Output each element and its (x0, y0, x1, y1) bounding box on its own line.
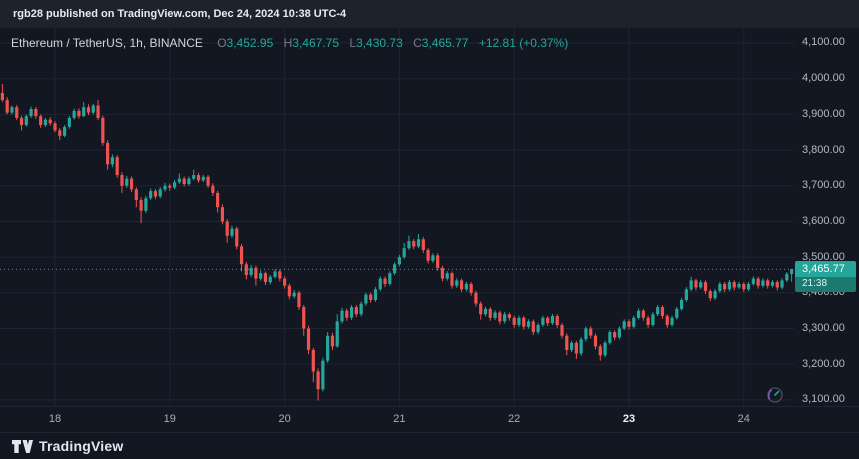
time-tick-label: 18 (48, 413, 62, 425)
close-value: 3,465.77 (421, 36, 469, 50)
open-label: O (217, 36, 227, 50)
price-tick-label: 3,800.00 (802, 143, 845, 156)
time-tick-label: 22 (508, 413, 521, 425)
candlestick-chart[interactable] (0, 28, 794, 406)
current-price-label: 3,465.77 (795, 260, 856, 277)
time-tick-label: 23 (622, 413, 636, 425)
attribution-text: rgb28 published on TradingView.com, Dec … (13, 8, 347, 20)
price-tick-label: 4,100.00 (802, 36, 845, 49)
time-tick-label: 21 (393, 413, 406, 425)
gauge-icon[interactable] (766, 386, 784, 404)
low-label: L (349, 36, 357, 50)
tradingview-logo[interactable]: TradingView (12, 438, 123, 454)
ohlc-header: Ethereum / TetherUS, 1h, BINANCE O3,452.… (11, 36, 568, 50)
bar-countdown: 21:38 (795, 276, 856, 292)
tradingview-logo-text: TradingView (39, 438, 124, 454)
price-tick-label: 3,600.00 (802, 214, 845, 227)
price-tick-label: 3,100.00 (802, 393, 845, 406)
low-value: 3,430.73 (356, 36, 403, 50)
price-tick-label: 3,500.00 (802, 250, 845, 263)
attribution-bar: rgb28 published on TradingView.com, Dec … (0, 0, 859, 28)
current-price-badge: 3,465.77 21:38 (795, 260, 856, 292)
chart-area[interactable]: Ethereum / TetherUS, 1h, BINANCE O3,452.… (0, 28, 859, 406)
time-axis[interactable]: 18 19 20 21 22 23 24 (0, 406, 859, 432)
price-axis[interactable]: 4,100.00 4,000.00 3,900.00 3,800.00 3,700.00… (794, 28, 859, 406)
time-tick-label: 20 (278, 413, 291, 425)
price-tick-label: 3,200.00 (802, 357, 845, 370)
tradingview-logo-mark (12, 439, 33, 453)
time-tick-label: 19 (163, 413, 176, 425)
high-label: H (283, 36, 293, 50)
price-tick-label: 4,000.00 (802, 72, 845, 85)
price-tick-label: 3,700.00 (802, 179, 845, 192)
close-label: C (413, 36, 422, 50)
symbol-title: Ethereum / TetherUS, 1h, BINANCE (11, 36, 203, 50)
time-tick-label: 24 (737, 413, 750, 425)
price-tick-label: 3,900.00 (802, 107, 845, 120)
high-value: 3,467.75 (292, 36, 339, 50)
open-value: 3,452.95 (226, 36, 274, 50)
change-value: +12.81 (+0.37%) (478, 36, 569, 50)
footer-bar: TradingView (0, 432, 859, 459)
price-tick-label: 3,300.00 (802, 322, 845, 335)
